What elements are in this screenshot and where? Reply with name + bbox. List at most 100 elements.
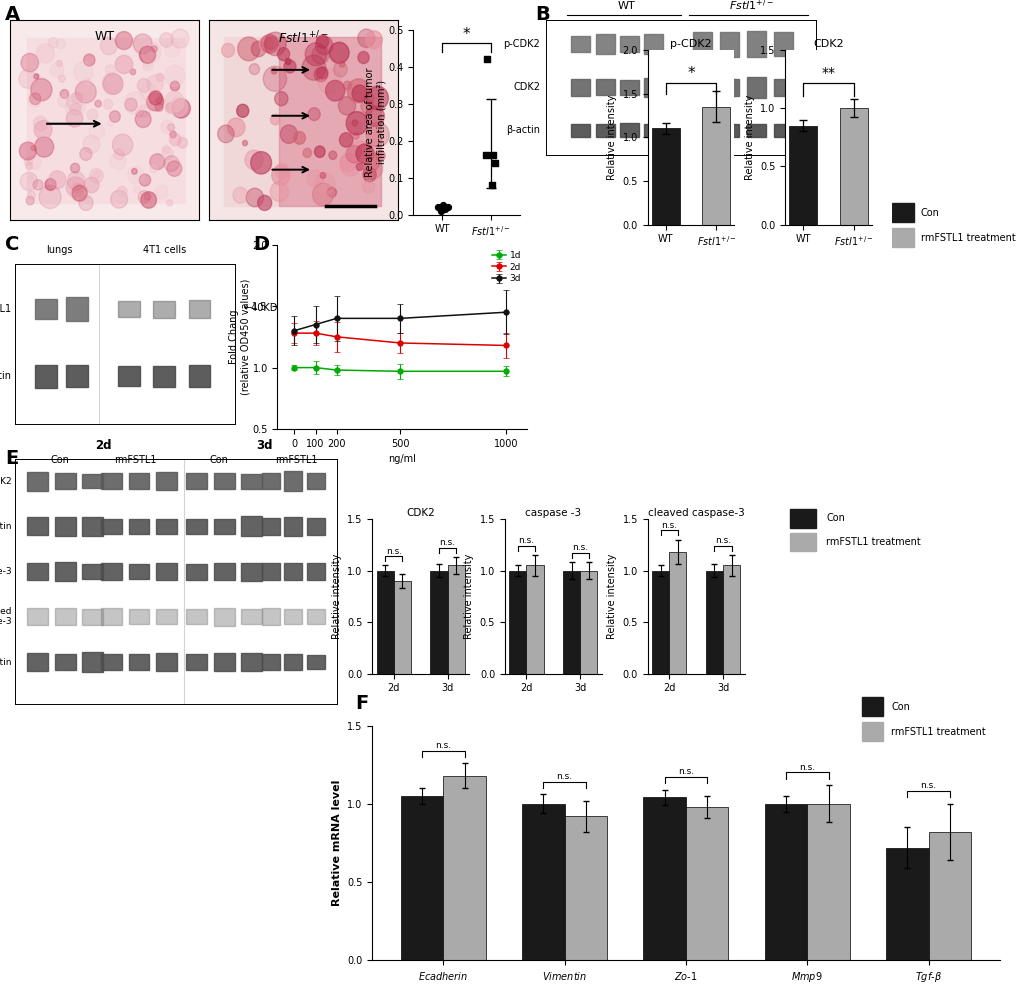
Circle shape <box>155 186 168 199</box>
Circle shape <box>20 173 38 191</box>
Bar <box>28 653 48 671</box>
Circle shape <box>302 55 325 80</box>
Circle shape <box>75 81 96 103</box>
Bar <box>692 78 711 97</box>
Circle shape <box>70 104 82 115</box>
Text: lungs: lungs <box>46 246 72 255</box>
Title: CDK2: CDK2 <box>406 508 435 518</box>
Bar <box>719 32 738 57</box>
Text: Con: Con <box>210 455 228 465</box>
Bar <box>101 473 122 489</box>
Text: n.s.: n.s. <box>518 536 534 545</box>
Bar <box>186 610 207 625</box>
Bar <box>746 77 765 98</box>
Circle shape <box>87 109 98 120</box>
Circle shape <box>19 142 37 160</box>
Circle shape <box>363 93 374 104</box>
Bar <box>82 517 103 536</box>
Bar <box>719 79 738 96</box>
Circle shape <box>275 164 288 179</box>
Circle shape <box>307 170 323 188</box>
Circle shape <box>356 164 363 171</box>
Text: D: D <box>253 235 269 253</box>
Circle shape <box>356 144 374 164</box>
Circle shape <box>78 196 93 211</box>
Bar <box>526 565 543 674</box>
Circle shape <box>264 32 286 56</box>
Bar <box>307 655 324 670</box>
Circle shape <box>24 158 33 166</box>
Circle shape <box>31 79 52 101</box>
Text: A: A <box>5 5 20 24</box>
Bar <box>620 36 638 52</box>
Bar <box>571 79 590 96</box>
Bar <box>651 571 668 674</box>
Bar <box>746 124 765 137</box>
Bar <box>153 365 175 387</box>
Bar <box>668 552 686 674</box>
Circle shape <box>339 154 357 172</box>
Circle shape <box>37 44 54 63</box>
Circle shape <box>147 75 163 92</box>
Bar <box>240 473 262 489</box>
Circle shape <box>328 151 336 160</box>
Circle shape <box>348 121 362 136</box>
Circle shape <box>34 116 47 131</box>
Bar <box>55 517 75 536</box>
Bar <box>643 797 686 960</box>
Circle shape <box>66 177 85 197</box>
Circle shape <box>124 92 146 115</box>
Circle shape <box>141 83 157 101</box>
Text: caspase-3: caspase-3 <box>0 567 12 576</box>
Circle shape <box>35 137 54 157</box>
Title: CDK2: CDK2 <box>812 39 844 49</box>
Bar <box>214 473 234 489</box>
Circle shape <box>314 146 325 158</box>
Text: Con: Con <box>825 513 844 523</box>
Circle shape <box>161 120 173 134</box>
Bar <box>262 654 279 671</box>
Y-axis label: Relative mRNA level: Relative mRNA level <box>331 779 341 906</box>
Circle shape <box>345 146 362 163</box>
Point <box>439 200 455 216</box>
Circle shape <box>150 165 157 173</box>
Circle shape <box>285 59 290 65</box>
Circle shape <box>142 43 161 63</box>
Circle shape <box>169 98 187 117</box>
Title: p-CDK2: p-CDK2 <box>669 39 711 49</box>
Text: 4T1 cells: 4T1 cells <box>143 246 185 255</box>
Circle shape <box>270 115 280 125</box>
Circle shape <box>112 134 132 156</box>
Legend: 1d, 2d, 3d: 1d, 2d, 3d <box>490 250 523 285</box>
Bar <box>118 366 141 386</box>
Bar <box>240 563 262 581</box>
Circle shape <box>115 55 132 74</box>
Circle shape <box>34 74 39 79</box>
Circle shape <box>365 106 384 127</box>
Circle shape <box>56 39 65 49</box>
Bar <box>156 653 176 671</box>
Y-axis label: Relative area of tumor
infiltration (mm²): Relative area of tumor infiltration (mm²… <box>365 68 386 177</box>
Circle shape <box>293 132 305 145</box>
Bar <box>702 107 730 225</box>
Bar <box>764 803 806 960</box>
Circle shape <box>18 70 37 89</box>
Circle shape <box>320 173 325 179</box>
Text: n.s.: n.s. <box>799 762 814 771</box>
Bar <box>65 297 88 321</box>
Text: β-actin: β-actin <box>0 522 12 531</box>
Circle shape <box>363 158 382 179</box>
Circle shape <box>35 121 52 140</box>
Bar <box>82 474 103 488</box>
Bar <box>571 36 590 52</box>
Text: WT: WT <box>95 30 114 43</box>
Circle shape <box>117 187 127 197</box>
Bar <box>82 609 103 625</box>
Circle shape <box>352 85 367 102</box>
Circle shape <box>251 41 266 57</box>
Circle shape <box>358 29 375 48</box>
Circle shape <box>258 196 271 211</box>
Circle shape <box>259 37 273 52</box>
Circle shape <box>124 98 137 111</box>
Circle shape <box>345 112 368 135</box>
